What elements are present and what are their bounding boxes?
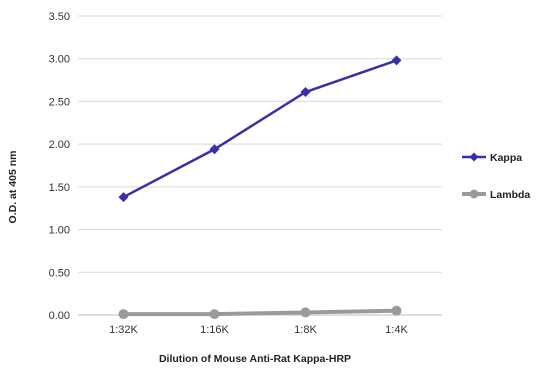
- y-tick-label: 1.00: [49, 225, 70, 237]
- legend-marker-kappa: [469, 152, 479, 162]
- x-axis-title: Dilution of Mouse Anti-Rat Kappa-HRP: [159, 353, 351, 365]
- series-lambda: [118, 305, 402, 320]
- series-group: [118, 55, 402, 320]
- data-point-lambda: [391, 305, 402, 316]
- y-axis-title: O.D. at 405 nm: [7, 151, 19, 224]
- series-line-kappa: [122, 59, 397, 199]
- legend-marker-lambda: [469, 189, 479, 199]
- x-tick-label: 1:4K: [385, 324, 408, 336]
- data-point-kappa: [300, 87, 311, 98]
- data-point-lambda: [118, 309, 129, 320]
- data-point-kappa: [118, 192, 129, 203]
- y-tick-label: 2.50: [49, 96, 70, 108]
- y-tick-label: 3.00: [49, 54, 70, 66]
- gridlines: [78, 15, 442, 273]
- y-tick-label: 0.00: [49, 310, 70, 322]
- legend-label-lambda: Lambda: [490, 189, 530, 201]
- legend-label-kappa: Kappa: [490, 152, 522, 164]
- legend: Kappa Lambda: [462, 152, 530, 201]
- data-point-kappa: [209, 144, 220, 155]
- series-kappa: [118, 55, 402, 203]
- data-point-lambda: [209, 309, 220, 320]
- series-line-lambda: [123, 308, 397, 317]
- y-tick-label: 3.50: [49, 11, 70, 23]
- y-axis-ticks: 0.00 0.50 1.00 1.50 2.00 2.50 3.00 3.50: [49, 11, 70, 322]
- data-point-lambda: [300, 307, 311, 318]
- x-tick-label: 1:8K: [294, 324, 317, 336]
- y-tick-label: 1.50: [49, 182, 70, 194]
- y-tick-label: 2.00: [49, 139, 70, 151]
- x-axis-ticks: 1:32K 1:16K 1:8K 1:4K: [109, 324, 408, 336]
- data-point-kappa: [391, 55, 402, 66]
- y-tick-label: 0.50: [49, 267, 70, 279]
- x-tick-label: 1:32K: [109, 324, 138, 336]
- x-tick-label: 1:16K: [200, 324, 229, 336]
